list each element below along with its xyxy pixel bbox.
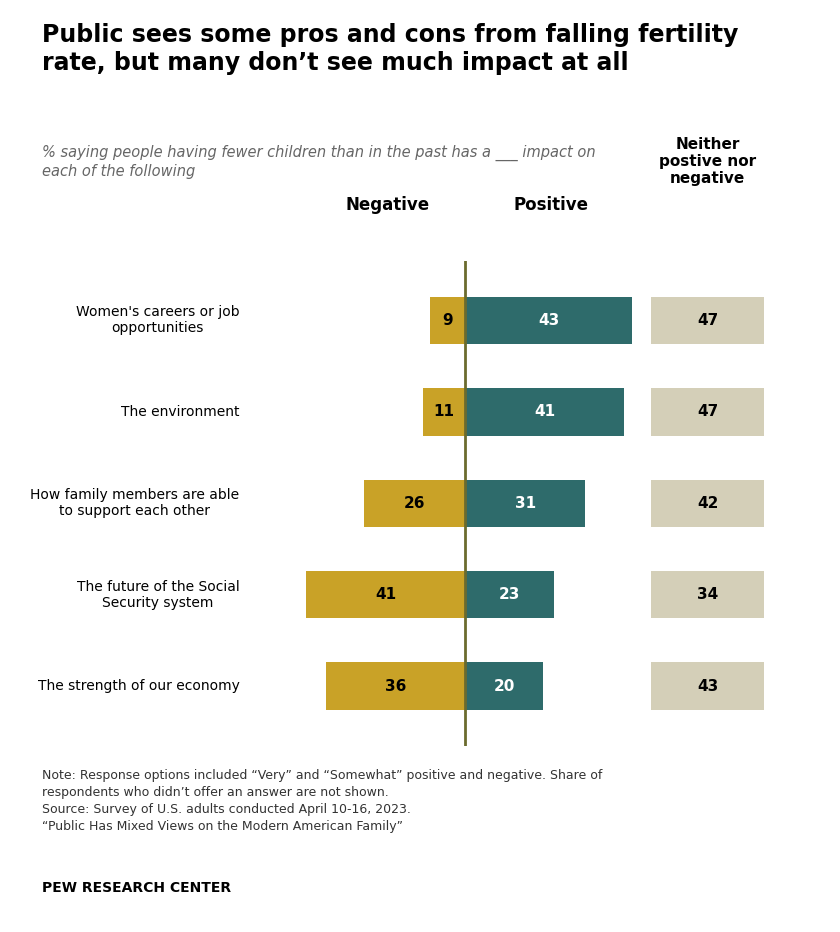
Bar (326, 663, 465, 710)
Text: 34: 34 (697, 587, 718, 602)
Bar (423, 388, 465, 435)
Bar (465, 663, 543, 710)
Bar (307, 571, 465, 619)
Text: Public sees some pros and cons from falling fertility
rate, but many don’t see m: Public sees some pros and cons from fall… (42, 23, 738, 75)
Bar (465, 479, 585, 528)
Text: 23: 23 (499, 587, 521, 602)
Text: 42: 42 (697, 496, 718, 511)
Text: Negative: Negative (345, 197, 430, 214)
Text: Positive: Positive (513, 197, 588, 214)
Text: Note: Response options included “Very” and “Somewhat” positive and negative. Sha: Note: Response options included “Very” a… (42, 769, 602, 833)
Text: 47: 47 (697, 404, 718, 419)
Text: 41: 41 (534, 404, 555, 419)
Text: % saying people having fewer children than in the past has a ___ impact on
each : % saying people having fewer children th… (42, 144, 596, 179)
Text: 47: 47 (697, 313, 718, 328)
Bar (430, 296, 465, 344)
Text: 31: 31 (515, 496, 536, 511)
Text: The strength of our economy: The strength of our economy (38, 679, 239, 693)
Text: 41: 41 (375, 587, 396, 602)
Bar (465, 296, 632, 344)
Text: Women's careers or job
opportunities: Women's careers or job opportunities (76, 306, 239, 336)
Text: PEW RESEARCH CENTER: PEW RESEARCH CENTER (42, 881, 231, 895)
Text: 36: 36 (385, 678, 406, 693)
Text: The future of the Social
Security system: The future of the Social Security system (76, 580, 239, 610)
Text: 43: 43 (697, 678, 718, 693)
Text: 26: 26 (404, 496, 426, 511)
Text: Neither
postive nor
negative: Neither postive nor negative (659, 137, 756, 186)
Bar (465, 388, 624, 435)
Text: How family members are able
to support each other: How family members are able to support e… (30, 488, 239, 518)
Bar (465, 571, 554, 619)
Text: The environment: The environment (121, 404, 239, 418)
Text: 9: 9 (443, 313, 453, 328)
Text: 11: 11 (433, 404, 454, 419)
Text: 20: 20 (493, 678, 515, 693)
Text: 43: 43 (538, 313, 559, 328)
Bar (365, 479, 465, 528)
